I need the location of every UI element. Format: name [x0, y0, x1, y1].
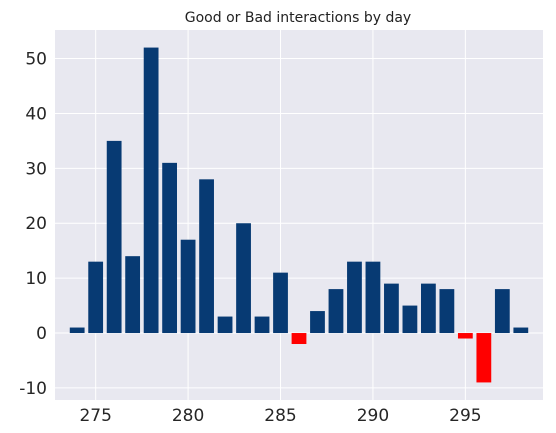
y-tick-label: -10: [19, 379, 47, 399]
x-tick-label: 275: [79, 406, 111, 426]
bar: [310, 311, 325, 334]
bar: [180, 239, 196, 334]
y-tick-label: 40: [25, 104, 47, 124]
bar: [494, 289, 510, 334]
bars: [69, 47, 529, 383]
bar: [125, 256, 141, 334]
bar: [69, 327, 85, 334]
bar: [291, 333, 307, 345]
bar: [273, 272, 288, 334]
bar: [217, 316, 233, 334]
bar: [476, 333, 492, 383]
bar: [236, 223, 251, 334]
x-tick-label: 295: [449, 406, 481, 426]
bar: [439, 289, 455, 334]
bar: [347, 261, 362, 334]
bar: [162, 162, 177, 334]
x-axis-ticks: 275 280 285 290 295: [79, 406, 481, 426]
x-tick-label: 280: [172, 406, 204, 426]
bar: [254, 316, 270, 334]
y-tick-label: 50: [25, 50, 47, 70]
x-tick-label: 285: [264, 406, 296, 426]
y-tick-label: 0: [36, 324, 47, 344]
y-axis-ticks: -10 0 10 20 30 40 50: [19, 50, 47, 399]
y-tick-label: 30: [25, 159, 47, 179]
bar: [513, 327, 529, 334]
bar: [384, 283, 399, 334]
bar: [143, 47, 159, 334]
bar: [106, 140, 122, 334]
y-tick-label: 10: [25, 269, 47, 289]
bar: [365, 261, 381, 334]
bar: [402, 305, 418, 334]
bar: [457, 333, 473, 339]
bar: [199, 179, 214, 334]
plot-area: [55, 30, 543, 400]
y-tick-label: 20: [25, 214, 47, 234]
bar: [88, 261, 104, 334]
x-tick-label: 290: [357, 406, 389, 426]
bar: [328, 289, 344, 334]
bar: [421, 283, 436, 334]
chart-title: Good or Bad interactions by day: [185, 10, 411, 26]
